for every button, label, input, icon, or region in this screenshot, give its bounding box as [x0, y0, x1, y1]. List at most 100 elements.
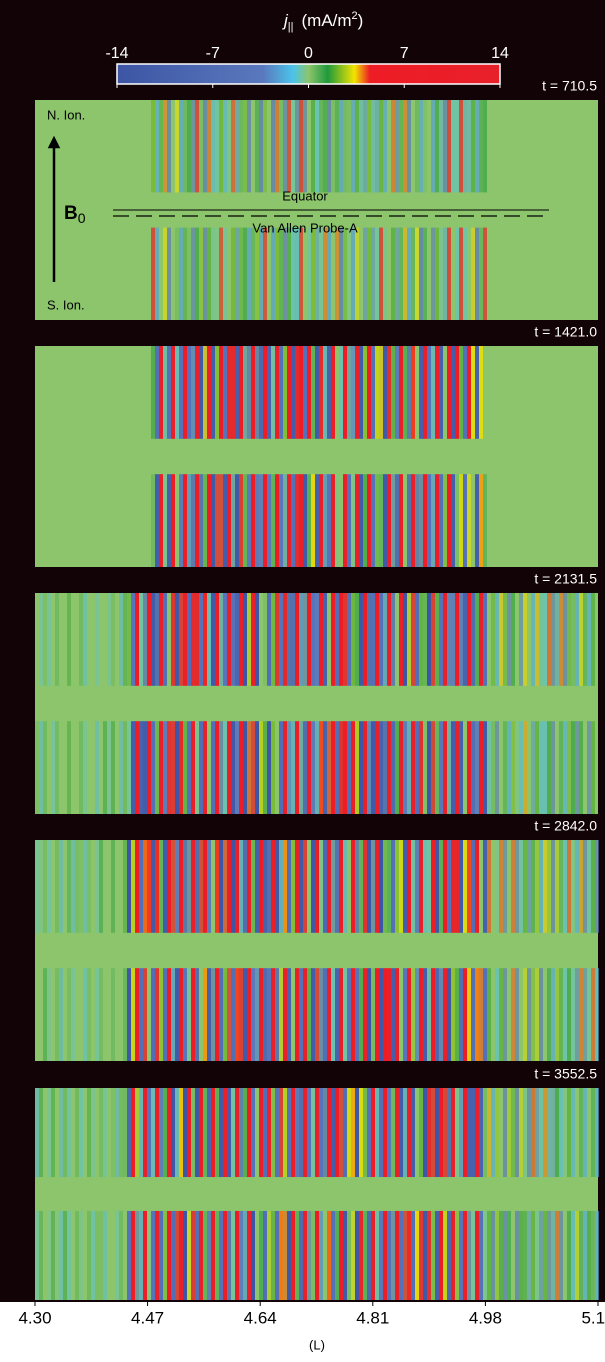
field-stripe — [471, 593, 475, 686]
colorbar — [117, 64, 500, 84]
field-stripe — [43, 968, 47, 1061]
field-stripe — [323, 968, 327, 1061]
field-stripe — [155, 1088, 159, 1177]
field-stripe — [51, 1211, 55, 1300]
field-stripe — [151, 1088, 155, 1177]
field-stripe — [423, 474, 427, 567]
field-stripe — [227, 100, 231, 192]
field-stripe — [335, 1211, 339, 1300]
field-stripe — [567, 840, 571, 933]
field-stripe — [227, 721, 231, 814]
field-stripe — [535, 1088, 539, 1177]
field-stripe — [571, 968, 575, 1061]
field-stripe — [39, 1088, 43, 1177]
field-stripe — [351, 721, 355, 814]
field-stripe — [151, 346, 155, 439]
field-stripe — [479, 721, 483, 814]
field-stripe — [475, 1088, 479, 1177]
field-stripe — [195, 100, 199, 192]
field-stripe — [167, 1211, 171, 1300]
field-stripe — [371, 100, 375, 192]
field-stripe — [203, 1211, 207, 1300]
unit-close: ) — [358, 11, 364, 30]
field-stripe — [327, 721, 331, 814]
field-stripe — [487, 968, 491, 1061]
field-stripe — [91, 1211, 95, 1300]
field-stripe — [403, 1088, 407, 1177]
field-stripe — [163, 100, 167, 192]
time-label: t = 2131.5 — [534, 571, 597, 587]
field-stripe — [439, 840, 443, 933]
field-stripe — [203, 1088, 207, 1177]
field-stripe — [131, 721, 135, 814]
field-stripe — [523, 840, 527, 933]
field-stripe — [183, 228, 187, 320]
field-stripe — [211, 593, 215, 686]
field-stripe — [55, 1211, 59, 1300]
field-stripe — [463, 968, 467, 1061]
field-stripe — [303, 1088, 307, 1177]
field-stripe — [407, 474, 411, 567]
field-stripe — [531, 593, 535, 686]
field-stripe — [447, 228, 451, 320]
field-stripe — [47, 593, 51, 686]
field-stripe — [427, 1088, 431, 1177]
field-stripe — [87, 1211, 91, 1300]
field-stripe — [575, 721, 579, 814]
field-stripe — [223, 474, 227, 567]
field-stripe — [419, 474, 423, 567]
field-stripe — [471, 346, 475, 439]
field-stripe — [527, 1088, 531, 1177]
field-stripe — [587, 840, 591, 933]
field-stripe — [483, 1211, 487, 1300]
field-stripe — [479, 346, 483, 439]
field-stripe — [323, 346, 327, 439]
field-stripe — [187, 593, 191, 686]
field-stripe — [387, 1088, 391, 1177]
field-stripe — [403, 346, 407, 439]
field-stripe — [251, 593, 255, 686]
field-stripe — [303, 474, 307, 567]
field-stripe — [235, 100, 239, 192]
colorbar-tick-label: -14 — [105, 45, 128, 62]
field-stripe — [39, 1211, 43, 1300]
field-stripe — [435, 474, 439, 567]
field-stripe — [335, 840, 339, 933]
field-stripe — [371, 593, 375, 686]
field-stripe — [319, 228, 323, 320]
field-stripe — [411, 346, 415, 439]
field-stripe — [235, 228, 239, 320]
field-stripe — [523, 721, 527, 814]
field-stripe — [383, 474, 387, 567]
field-stripe — [571, 1211, 575, 1300]
field-stripe — [271, 1211, 275, 1300]
field-stripe — [459, 968, 463, 1061]
field-stripe — [451, 100, 455, 192]
field-stripe — [379, 721, 383, 814]
field-stripe — [135, 1088, 139, 1177]
field-stripe — [199, 840, 203, 933]
field-stripe — [399, 1088, 403, 1177]
field-stripe — [503, 1088, 507, 1177]
field-stripe — [227, 968, 231, 1061]
field-stripe — [543, 1211, 547, 1300]
field-stripe — [355, 840, 359, 933]
field-stripe — [351, 474, 355, 567]
field-stripe — [463, 840, 467, 933]
field-stripe — [291, 721, 295, 814]
field-stripe — [523, 593, 527, 686]
field-stripe — [563, 1088, 567, 1177]
field-stripe — [147, 1088, 151, 1177]
field-stripe — [595, 968, 599, 1061]
field-stripe — [191, 228, 195, 320]
field-stripe — [279, 228, 283, 320]
field-stripe — [507, 721, 511, 814]
field-stripe — [219, 474, 223, 567]
field-stripe — [367, 968, 371, 1061]
field-stripe — [383, 593, 387, 686]
field-stripe — [215, 1088, 219, 1177]
field-stripe — [143, 840, 147, 933]
field-stripe — [223, 100, 227, 192]
field-stripe — [307, 1211, 311, 1300]
field-stripe — [587, 968, 591, 1061]
